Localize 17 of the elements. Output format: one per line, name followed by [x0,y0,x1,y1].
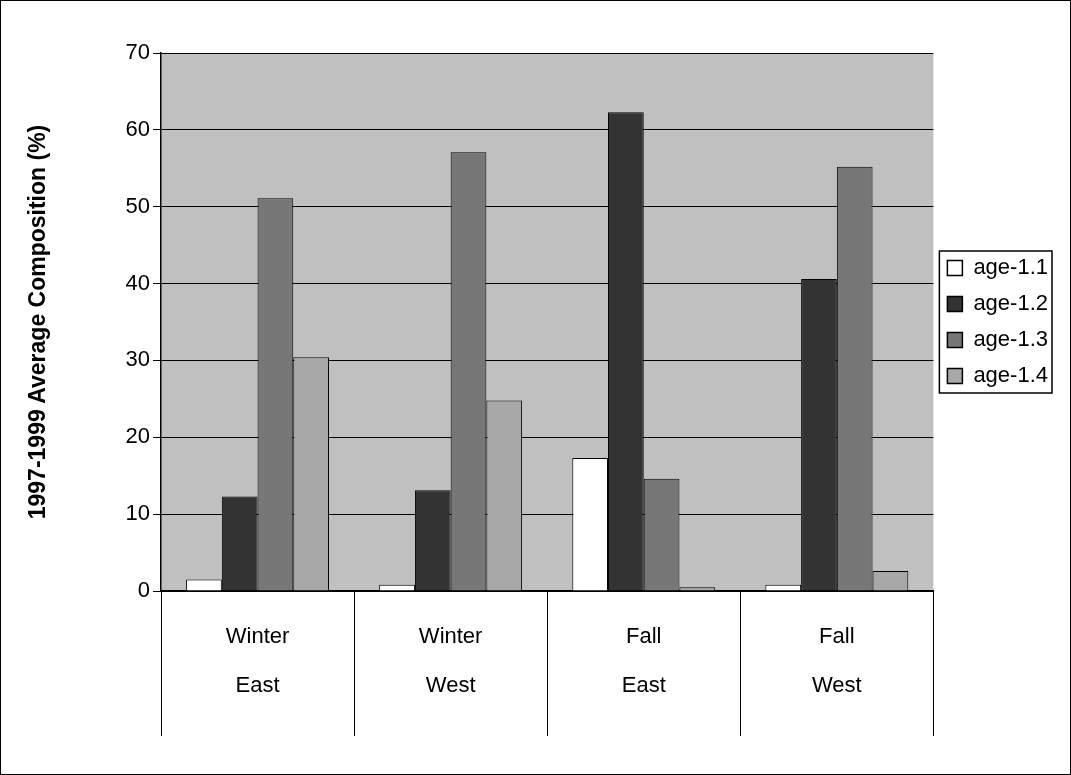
y-tick-label: 20 [125,423,150,449]
legend-label: age-1.4 [973,362,1049,388]
x-tick-label: Fall East [621,623,666,697]
x-tick-label: Winter East [225,623,290,697]
y-axis-title: 1997-1999 Average Composition (%) [24,124,51,520]
x-tick-label: Winter West [418,623,483,697]
y-tick-label: 30 [125,346,150,372]
y-tick-label: 10 [125,500,150,526]
y-tick-label: 50 [125,192,150,218]
y-tick-label: 60 [125,115,150,141]
y-tick-label: 70 [125,39,150,65]
y-tick-label: 40 [125,269,150,295]
y-tick-label: 0 [137,577,150,603]
x-tick-label: Fall West [811,623,862,697]
legend-label: age-1.2 [973,290,1049,316]
legend-label: age-1.3 [973,326,1049,352]
legend-label: age-1.1 [973,254,1049,280]
